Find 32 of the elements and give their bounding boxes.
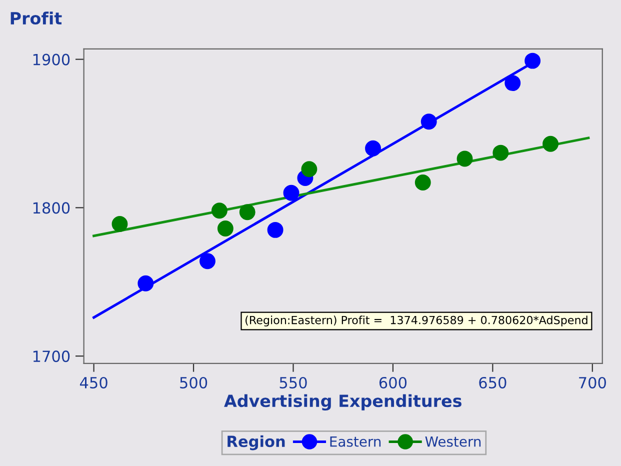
y-tick-label: 1800 bbox=[33, 202, 70, 214]
point bbox=[504, 75, 521, 92]
point bbox=[542, 136, 558, 152]
point bbox=[200, 253, 216, 270]
point bbox=[239, 204, 256, 220]
y-axis-title: Profit bbox=[10, 12, 62, 25]
x-tick-label: 600 bbox=[379, 376, 407, 388]
x-axis-title: Advertising Expenditures bbox=[224, 394, 462, 410]
x-tick-label: 450 bbox=[80, 376, 108, 388]
point bbox=[112, 216, 128, 232]
point bbox=[267, 222, 284, 238]
x-tick-label: 550 bbox=[280, 376, 307, 388]
point bbox=[217, 220, 234, 236]
point bbox=[365, 140, 381, 156]
point bbox=[138, 275, 154, 292]
legend-label: Eastern bbox=[330, 436, 381, 447]
point bbox=[492, 144, 509, 161]
point bbox=[524, 52, 541, 69]
point bbox=[283, 184, 300, 201]
point bbox=[414, 174, 431, 190]
x-tick-label: 650 bbox=[479, 376, 506, 388]
x-tick-label: 500 bbox=[180, 376, 208, 388]
legend-label: Western bbox=[425, 436, 481, 447]
legend-title: Region bbox=[228, 435, 285, 450]
point bbox=[301, 161, 318, 178]
point bbox=[456, 150, 473, 167]
annotation: (Region:Eastern) Profit = 1374.976589 + 0.780620*AdSpend bbox=[246, 316, 588, 326]
y-tick-label: 1900 bbox=[33, 54, 70, 66]
point bbox=[211, 202, 228, 219]
point bbox=[420, 114, 437, 130]
x-tick-label: 700 bbox=[579, 376, 606, 388]
y-tick-label: 1700 bbox=[33, 350, 70, 362]
